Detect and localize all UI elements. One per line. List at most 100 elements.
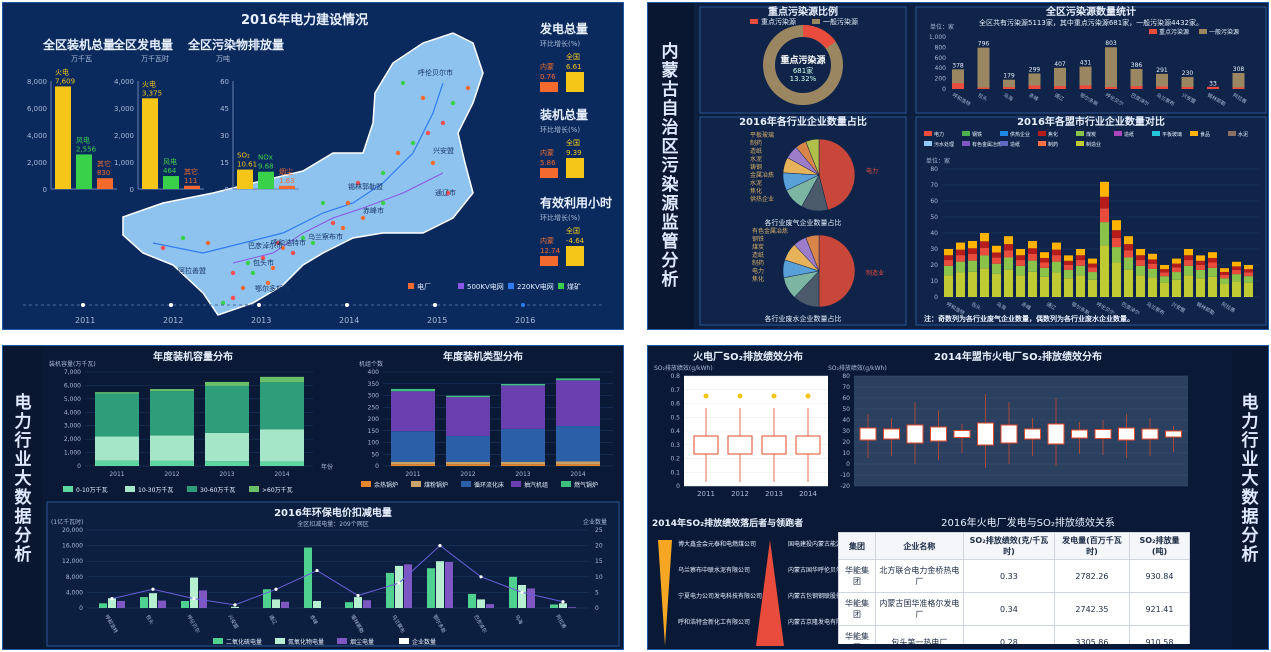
env-sub: 全区扣减电量：209个网区	[297, 520, 368, 528]
legend-swatch	[461, 481, 471, 487]
column-header: 发电量(百万千瓦时)	[1053, 532, 1130, 560]
x-tick: 乌海	[1002, 92, 1014, 103]
stack-seg	[391, 388, 435, 392]
box	[1000, 424, 1018, 444]
bar	[181, 600, 189, 608]
legend-swatch	[249, 486, 259, 492]
x-tick: 2011	[697, 490, 715, 498]
stack-seg	[1028, 260, 1037, 272]
stack-seg	[1088, 267, 1097, 273]
count-point	[397, 581, 401, 585]
plant-marker	[245, 260, 251, 266]
table-row[interactable]: 华能集团 内蒙古国华准格尔发电厂 0.34 2742.35 921.41	[838, 592, 1190, 626]
kpi-title: 全区装机总量	[42, 37, 115, 52]
league-unit: 单位：家	[926, 157, 950, 165]
plant-marker	[420, 95, 426, 101]
table-row[interactable]: 华能集团 北方联合电力金桥热电厂 0.33 2782.26 930.84	[838, 559, 1190, 593]
pie-label: 制药	[752, 259, 764, 267]
timeline-node	[169, 303, 173, 307]
env-ylabel: (1亿千瓦时)	[51, 518, 84, 526]
stack-seg	[1136, 249, 1145, 256]
side-title: 内蒙古自治区污染源监管分析	[661, 42, 679, 290]
bar	[140, 597, 148, 608]
x-tick: 赤峰	[308, 614, 319, 626]
stack-seg	[391, 431, 435, 462]
plant-marker	[310, 240, 316, 246]
stack-seg	[1004, 269, 1013, 297]
stack-seg	[968, 241, 977, 249]
card	[46, 501, 620, 647]
donut-pct: 13.32%	[790, 75, 817, 83]
stat-title: 全区污染源数量统计	[1045, 5, 1136, 18]
legend-label: >60万千瓦	[262, 486, 293, 494]
type-unit: 机组个数	[359, 360, 383, 368]
timeline-node	[345, 303, 349, 307]
plant-marker	[230, 295, 236, 301]
relation-table[interactable]: 集团 企业名称 SO₂排放绩效(克/千瓦时) 发电量(百万千瓦时) SO₂排放量(吨) 华…	[838, 532, 1190, 644]
box	[1141, 428, 1159, 440]
bar	[404, 564, 412, 608]
bar-key	[1207, 86, 1219, 89]
stack-seg	[980, 247, 989, 256]
stack-seg	[1124, 244, 1133, 251]
y-tick: 70	[930, 182, 938, 189]
bar-value: 9.68	[258, 163, 274, 171]
bar-name: 火电	[142, 79, 156, 88]
stack-seg	[501, 383, 545, 386]
y-tick: 200	[368, 416, 380, 423]
stack-seg	[1112, 237, 1121, 248]
legend-swatch	[924, 131, 932, 136]
growth-value: 5.86	[540, 159, 556, 167]
stack-seg	[1184, 255, 1193, 261]
legend-label: 500KV电网	[467, 282, 504, 291]
legend-swatch	[125, 486, 135, 492]
box	[795, 435, 821, 455]
bar	[559, 603, 567, 608]
stack-seg	[95, 460, 139, 466]
box1-title: 火电厂SO₂排放绩效分布	[693, 350, 803, 363]
pie-label: 煤炭	[752, 243, 764, 251]
legend-swatch	[1000, 131, 1008, 136]
stack-seg	[1160, 282, 1169, 297]
plant-marker	[180, 235, 186, 241]
y-tick: 12,000	[62, 558, 83, 565]
y-tick: 10	[930, 278, 938, 285]
stack-seg	[980, 241, 989, 248]
stack-seg	[1112, 262, 1121, 297]
growth-bar	[540, 82, 558, 92]
stack-seg	[205, 461, 249, 466]
y-tick: 250	[368, 404, 380, 411]
bar	[386, 572, 394, 608]
bar-value: 1.63	[279, 177, 295, 185]
legend-swatch	[558, 283, 564, 289]
count-point	[315, 568, 319, 573]
x-tick: 2014	[570, 471, 585, 478]
kpi-unit: 万吨	[216, 54, 230, 63]
legend-swatch	[812, 19, 820, 24]
stack-seg	[150, 391, 194, 436]
pie-label: 有色金属冶炼	[752, 227, 788, 235]
legend-swatch	[924, 141, 932, 146]
x-tick: 2013	[515, 471, 530, 478]
plant-marker	[280, 245, 286, 251]
growth-title: 装机总量	[539, 107, 588, 122]
bar-key	[1181, 86, 1194, 89]
y-tick: 50	[930, 214, 938, 221]
legend-swatch	[750, 19, 758, 24]
legend-label: 重点污染源	[1159, 28, 1189, 36]
box	[953, 430, 971, 438]
stack-seg	[1196, 278, 1205, 297]
table-cell: 内蒙古国华准格尔发电厂	[874, 592, 964, 626]
growth-label: 内蒙	[540, 62, 554, 71]
inner-mongolia-map	[122, 32, 484, 316]
env-y2label: 企业数量	[583, 518, 607, 526]
y-tick: 400	[935, 65, 947, 72]
stack-seg	[1172, 258, 1181, 264]
bar	[304, 547, 312, 608]
plant-marker	[360, 215, 366, 221]
plant-marker	[220, 300, 226, 306]
stack-seg	[1244, 276, 1253, 283]
bar-value: 803	[1105, 40, 1117, 47]
